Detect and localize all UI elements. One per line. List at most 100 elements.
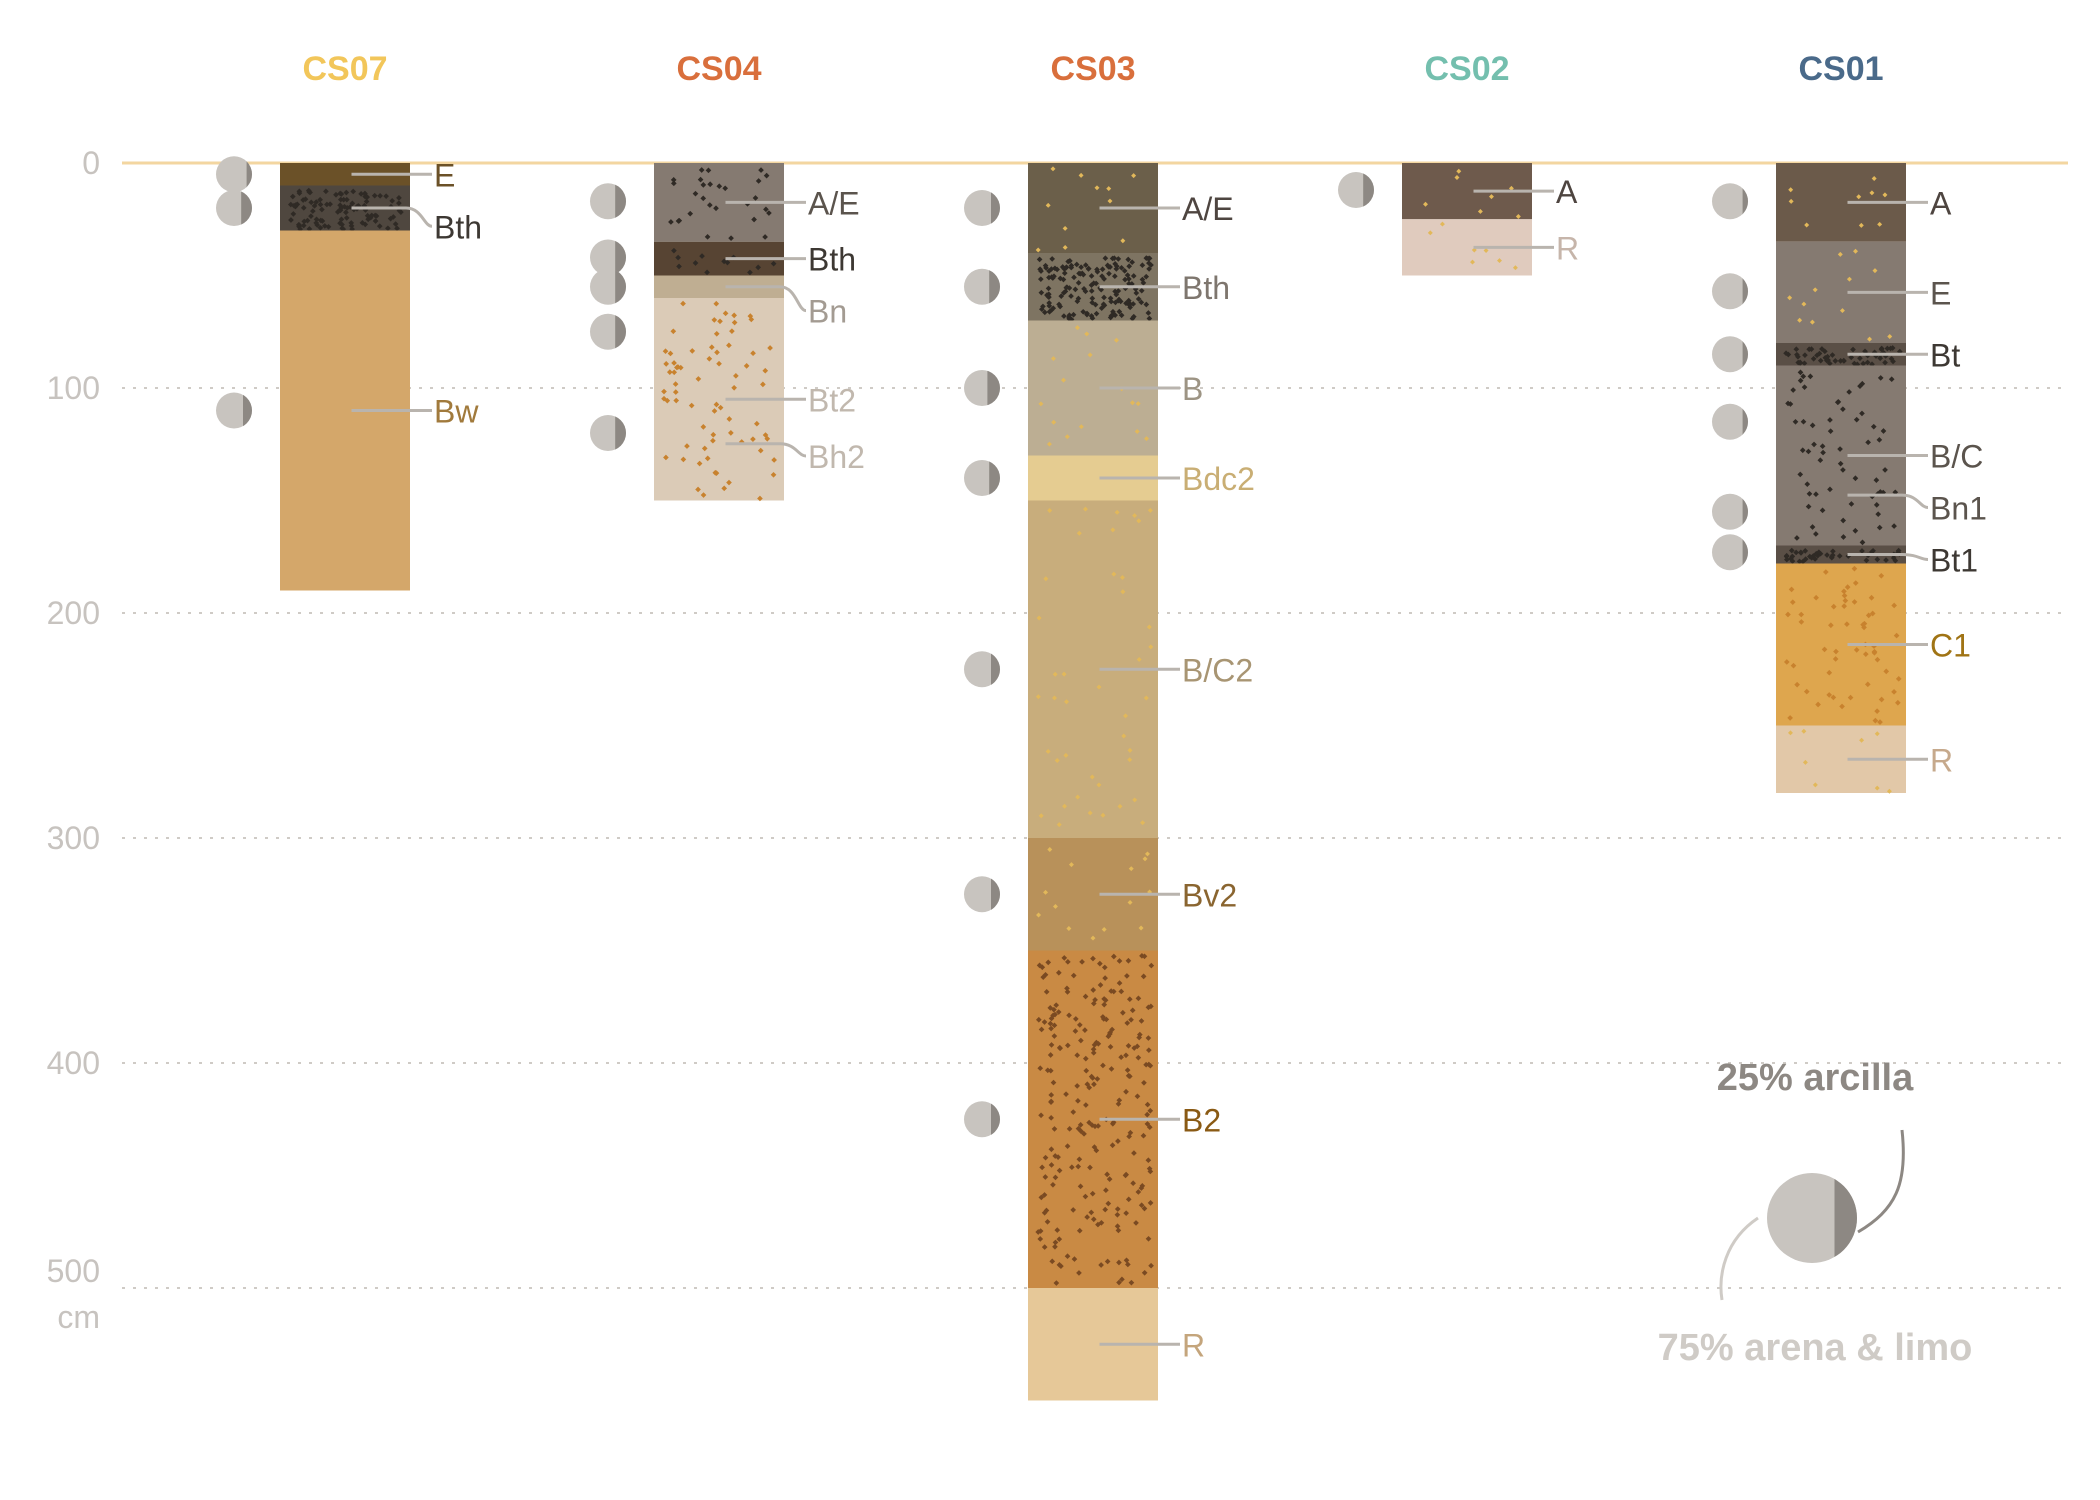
texture-dot xyxy=(1886,788,1892,794)
texture-dot xyxy=(1071,274,1077,281)
texture-dot xyxy=(358,191,364,197)
texture-dot xyxy=(1840,467,1846,473)
texture-dot xyxy=(680,456,687,463)
texture-dot xyxy=(1116,1279,1122,1286)
texture-dot xyxy=(376,223,383,230)
texture-dot xyxy=(1075,280,1082,286)
sample-point xyxy=(964,876,1000,913)
texture-dot xyxy=(1088,288,1095,294)
texture-dot xyxy=(700,195,707,202)
texture-dot xyxy=(1439,221,1445,227)
texture-dot xyxy=(1840,357,1847,364)
texture-dot xyxy=(1108,312,1115,319)
texture-dot xyxy=(1087,1164,1093,1171)
texture-dot xyxy=(350,188,357,195)
texture-dot xyxy=(1044,1218,1051,1225)
texture-dot xyxy=(1878,346,1885,353)
texture-dot xyxy=(1056,822,1062,828)
texture-dot xyxy=(1064,985,1070,992)
texture-dot xyxy=(1061,955,1068,961)
texture-dot xyxy=(343,209,349,216)
horizon-leader-line xyxy=(725,285,807,313)
sample-clay-part xyxy=(1834,1179,1857,1257)
texture-dot xyxy=(1833,648,1839,655)
horizon-label: A/E xyxy=(1182,191,1234,227)
texture-dot xyxy=(1840,406,1846,412)
texture-dot xyxy=(1103,1187,1109,1194)
texture-dot xyxy=(1088,1073,1095,1080)
texture-dot xyxy=(1837,251,1843,257)
texture-dot xyxy=(1827,428,1834,434)
horizon-label: B/C2 xyxy=(1182,652,1253,688)
texture-dot xyxy=(1427,230,1433,236)
texture-dot xyxy=(1059,264,1066,270)
texture-dot xyxy=(705,167,712,174)
sample-clay-part xyxy=(615,241,626,274)
texture-dot xyxy=(1125,256,1132,263)
texture-dot xyxy=(1832,358,1839,364)
texture-dot xyxy=(1051,695,1057,701)
texture-dot xyxy=(1815,701,1821,708)
texture-dot xyxy=(1070,972,1077,979)
horizon-label: Bw xyxy=(434,394,479,430)
texture-dot xyxy=(1497,258,1502,264)
texture-dot xyxy=(1802,352,1808,358)
texture-dot xyxy=(1048,1098,1055,1105)
texture-dot xyxy=(1070,1207,1077,1213)
texture-dot xyxy=(1115,1101,1122,1107)
texture-dot xyxy=(1483,248,1489,253)
texture-dot xyxy=(1816,350,1823,357)
texture-dot xyxy=(684,443,690,449)
texture-dot xyxy=(1789,599,1796,605)
texture-dot xyxy=(1792,418,1799,425)
texture-dot xyxy=(1135,1189,1142,1195)
sample-sand-part xyxy=(1712,183,1748,220)
texture-dot xyxy=(1138,287,1145,294)
texture-dot xyxy=(1878,572,1885,579)
texture-dot xyxy=(674,364,680,371)
texture-dot xyxy=(1113,337,1119,343)
texture-dot xyxy=(733,372,739,379)
texture-dot xyxy=(333,191,339,198)
texture-dot xyxy=(1082,993,1089,1000)
texture-dot xyxy=(1062,288,1069,295)
sample-clay-part xyxy=(615,416,626,450)
texture-dot xyxy=(728,430,734,436)
texture-dot xyxy=(1134,429,1140,434)
texture-dot xyxy=(716,183,723,190)
texture-dot xyxy=(1131,173,1137,179)
horizon-leader-line xyxy=(351,206,433,228)
texture-dot xyxy=(1142,856,1148,862)
texture-dot xyxy=(1126,263,1133,270)
texture-dot xyxy=(713,330,720,337)
texture-dot xyxy=(1064,1042,1071,1049)
texture-dot xyxy=(1121,268,1128,274)
sample-point xyxy=(964,268,1000,305)
texture-dot xyxy=(1101,996,1107,1002)
texture-dot xyxy=(1874,556,1881,563)
texture-dot xyxy=(1075,295,1082,302)
texture-dot xyxy=(288,217,294,223)
texture-dot xyxy=(1041,1192,1048,1198)
texture-dot xyxy=(1817,457,1824,464)
sample-clay-part xyxy=(246,161,252,188)
texture-dot xyxy=(676,263,682,270)
texture-dot xyxy=(1051,1006,1057,1013)
texture-dot xyxy=(313,199,320,205)
texture-dot xyxy=(1036,615,1042,621)
texture-dot xyxy=(755,178,762,184)
texture-dot xyxy=(1054,266,1060,273)
texture-dot xyxy=(1082,506,1088,512)
texture-dot xyxy=(1082,262,1089,268)
texture-dot xyxy=(1074,1052,1081,1059)
texture-dot xyxy=(1118,1054,1124,1061)
texture-dot xyxy=(1848,501,1855,507)
texture-dot xyxy=(713,401,720,408)
texture-dot xyxy=(1046,274,1052,281)
texture-dot xyxy=(1116,296,1122,303)
texture-dot xyxy=(1089,315,1096,322)
texture-dot xyxy=(1119,1276,1125,1283)
texture-dot xyxy=(672,389,679,395)
horizon-label: Bth xyxy=(1182,270,1230,306)
texture-dot xyxy=(671,369,678,376)
